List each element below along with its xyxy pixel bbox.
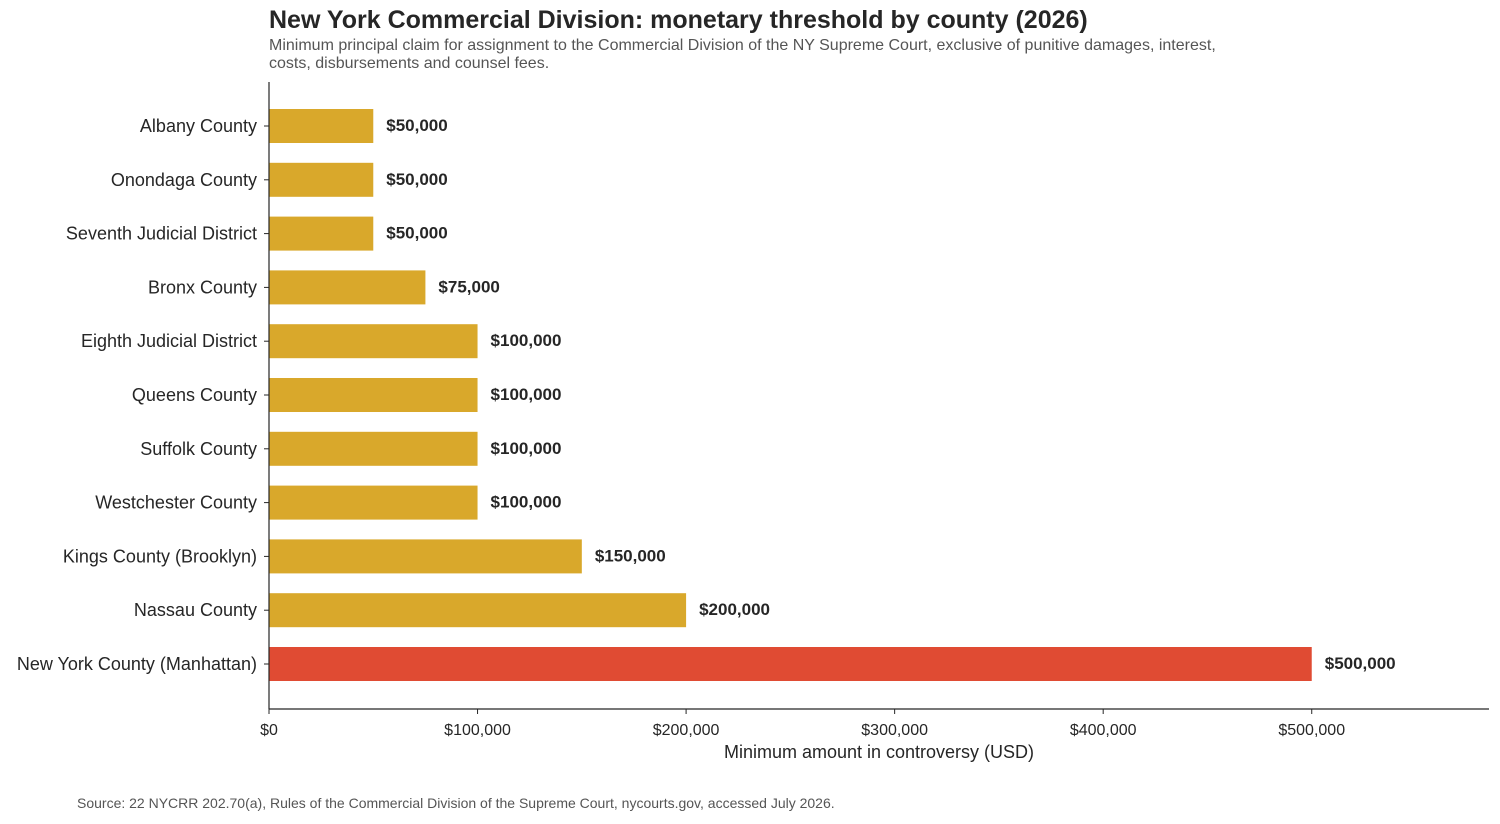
x-axis-title: Minimum amount in controversy (USD) <box>724 742 1034 762</box>
value-label: $150,000 <box>595 546 666 565</box>
bar <box>269 216 374 251</box>
category-label: Albany County <box>140 116 257 136</box>
value-label: $50,000 <box>386 116 447 135</box>
category-label: Suffolk County <box>140 439 257 459</box>
bar <box>269 378 478 412</box>
bar <box>269 431 478 466</box>
bar <box>269 539 582 574</box>
labels-layer: Albany County $50,000 Onondaga County $50,0… <box>17 116 1396 674</box>
bars-layer <box>269 109 1312 681</box>
value-label: $200,000 <box>699 600 770 619</box>
chart-subtitle: Minimum principal claim for assignment t… <box>269 37 1216 72</box>
category-label: Onondaga County <box>111 170 257 190</box>
value-label: $50,000 <box>386 224 447 243</box>
category-label: Kings County (Brooklyn) <box>63 546 257 566</box>
value-label: $500,000 <box>1325 654 1396 673</box>
bar <box>269 324 478 359</box>
category-label: Seventh Judicial District <box>66 224 257 244</box>
category-label: Queens County <box>132 385 257 405</box>
x-tick-label: $500,000 <box>1278 722 1345 739</box>
x-tick-label: $200,000 <box>653 722 720 739</box>
bar <box>269 162 374 197</box>
value-label: $50,000 <box>386 170 447 189</box>
value-label: $100,000 <box>491 385 562 404</box>
category-label: Eighth Judicial District <box>81 331 257 351</box>
value-label: $100,000 <box>491 439 562 458</box>
bar <box>269 270 426 305</box>
x-tick-label: $100,000 <box>444 722 511 739</box>
category-label: New York County (Manhattan) <box>17 654 257 674</box>
category-label: Nassau County <box>134 600 257 620</box>
chart-title: New York Commercial Division: monetary t… <box>269 6 1088 34</box>
bar <box>269 593 687 628</box>
chart-source: Source: 22 NYCRR 202.70(a), Rules of the… <box>77 795 835 811</box>
x-tick-label: $0 <box>260 722 278 739</box>
x-tick-label: $300,000 <box>861 722 928 739</box>
bar <box>269 647 1312 681</box>
category-label: Westchester County <box>95 493 257 513</box>
category-label: Bronx County <box>148 277 257 297</box>
value-label: $100,000 <box>491 493 562 512</box>
bar <box>269 109 374 143</box>
axis-layer: $0 $100,000 $200,000 $300,000 $400,000 $500,0… <box>260 82 1489 739</box>
value-label: $100,000 <box>491 331 562 350</box>
bar <box>269 485 478 520</box>
x-tick-label: $400,000 <box>1070 722 1137 739</box>
value-label: $75,000 <box>438 277 499 296</box>
